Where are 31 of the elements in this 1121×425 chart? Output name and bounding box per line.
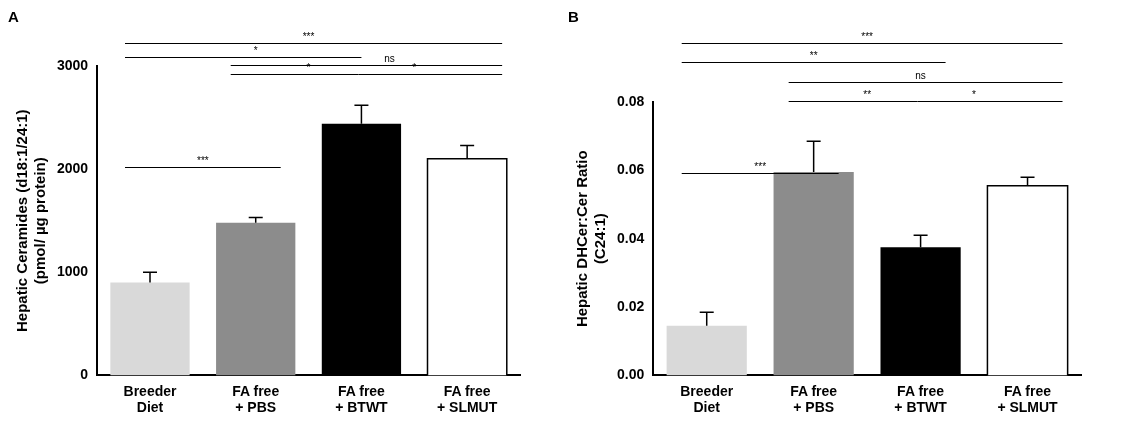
text: ns (915, 69, 926, 81)
x-tick-label: FA free + SLMUT (997, 382, 1059, 416)
x-tick-label: FA free + PBS (232, 382, 280, 416)
x-tick-label: Breeder Diet (680, 382, 734, 416)
text: *** (861, 30, 874, 42)
text: * (972, 88, 977, 100)
y-tick-label: 0.02 (617, 297, 645, 314)
y-tick-label: 0 (80, 366, 89, 383)
y-tick-label: 0.04 (617, 229, 645, 246)
annotation: *** (754, 160, 767, 172)
y-tick-label: 1000 (56, 263, 89, 280)
x-tick-label: FA free + BTWT (335, 382, 389, 416)
y-axis-title: Hepatic Ceramides (d18:1/24:1) (pmol/ µg protein) (13, 109, 49, 332)
x-tick-label: FA free + BTWT (894, 382, 948, 416)
x-tick-label: FA free + SLMUT (437, 382, 498, 416)
text: ns (384, 52, 395, 64)
text: *** (302, 30, 315, 42)
chart-title: B (568, 7, 579, 25)
annotation: *** (197, 154, 209, 166)
text: * (253, 44, 258, 56)
x-tick-label: Breeder Diet (123, 382, 178, 416)
y-tick-label: 0.08 (617, 92, 645, 109)
y-tick-label: 2000 (56, 159, 89, 176)
x-tick-label: FA free + PBS (790, 382, 838, 416)
y-tick-label: 0.00 (617, 366, 645, 383)
y-tick-label: 0.06 (617, 161, 645, 178)
y-tick-label: 3000 (56, 56, 89, 73)
y-axis-title: Hepatic DHCer:Cer Ratio (C24:1) (573, 150, 609, 328)
chart-title: A (8, 7, 19, 25)
text: ** (863, 88, 872, 100)
text: ** (809, 49, 818, 61)
